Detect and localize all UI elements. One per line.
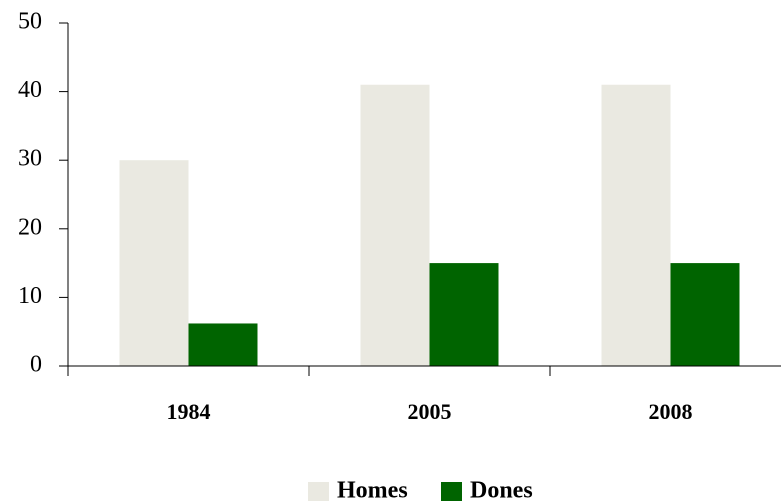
bar	[360, 84, 430, 367]
legend-swatch	[308, 482, 329, 501]
y-tick-label: 40	[18, 77, 42, 103]
y-tick-label: 0	[30, 352, 42, 378]
legend-swatch	[441, 482, 462, 501]
x-tick-label: 2008	[649, 399, 693, 424]
y-tick-label: 10	[18, 283, 42, 309]
bar	[670, 263, 740, 366]
y-tick-label: 30	[18, 146, 42, 172]
bar	[119, 160, 189, 366]
x-tick-label: 1984	[167, 399, 211, 424]
legend-label: Dones	[470, 478, 533, 501]
y-tick-label: 50	[18, 9, 42, 35]
bar	[429, 263, 499, 366]
y-tick-label: 20	[18, 214, 42, 240]
bar	[601, 84, 671, 367]
x-tick-label: 2005	[408, 399, 452, 424]
legend-label: Homes	[337, 478, 408, 501]
bar	[188, 323, 258, 366]
